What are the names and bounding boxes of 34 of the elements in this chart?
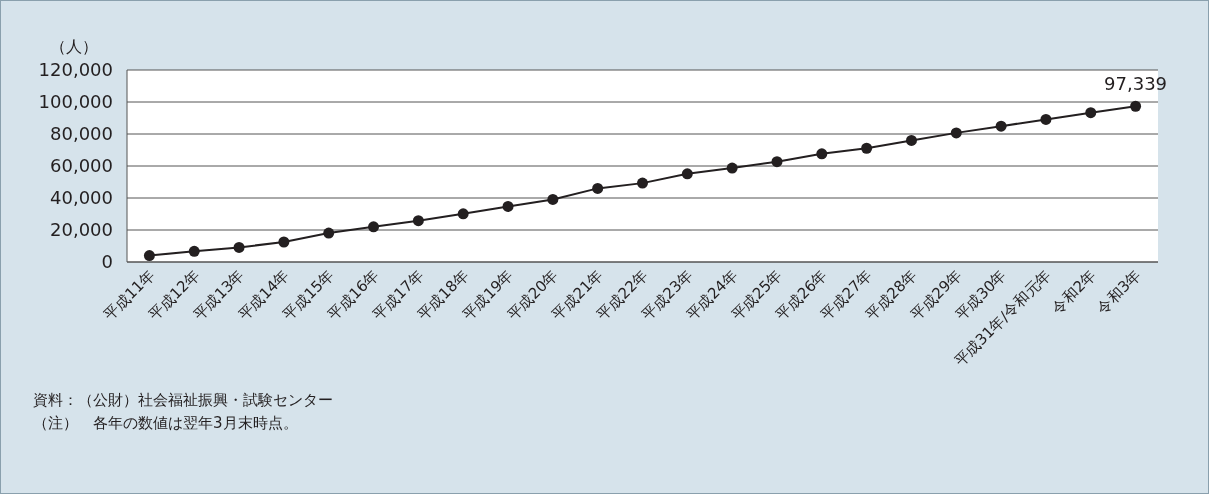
point (950, 127, 962, 139)
point (905, 134, 917, 146)
point (637, 177, 648, 189)
y-tick-label: 80,000 (50, 123, 113, 144)
point (771, 156, 783, 168)
y-tick-label: 40,000 (50, 187, 113, 208)
point (233, 241, 245, 253)
point (1040, 113, 1052, 125)
y-tick-label: 100,000 (38, 91, 113, 112)
point (861, 142, 873, 154)
y-axis-title: （人） (50, 37, 98, 56)
text: （注） 各年の数値は翌年3月末時点。 (33, 414, 298, 432)
point (412, 215, 424, 227)
data-label: 97,339 (1104, 73, 1168, 95)
y-tick-label: 60,000 (50, 155, 113, 176)
text: 資料：（公財）社会福祉振興・試験センター (33, 391, 333, 409)
point (143, 250, 155, 262)
point (457, 208, 469, 220)
point (592, 182, 604, 194)
y-tick-label: 0 (101, 251, 113, 272)
point (368, 221, 380, 233)
point (816, 148, 828, 160)
point (995, 120, 1007, 132)
point (1130, 100, 1142, 112)
point (188, 245, 200, 257)
point (502, 200, 514, 212)
point (726, 162, 738, 174)
point (323, 227, 335, 239)
point (547, 193, 559, 205)
point (681, 168, 693, 180)
point (1085, 107, 1097, 119)
y-tick-label: 120,000 (38, 59, 113, 80)
point (278, 236, 290, 248)
y-tick-label: 20,000 (50, 219, 113, 240)
